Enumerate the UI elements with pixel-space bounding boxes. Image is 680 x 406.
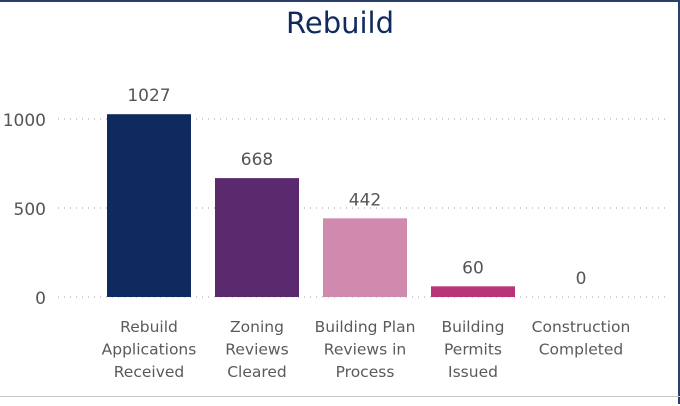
bottom-divider: [0, 396, 680, 397]
x-tick-label: Process: [336, 363, 395, 381]
bar: [107, 114, 191, 297]
bar: [431, 286, 515, 297]
x-tick-label: Rebuild: [120, 318, 178, 336]
x-tick-label: Permits: [444, 341, 502, 359]
x-tick-label: Cleared: [227, 363, 287, 381]
y-tick-label: 500: [14, 200, 46, 220]
x-tick-label: Zoning: [230, 318, 284, 336]
data-label: 60: [462, 258, 484, 278]
x-tick-label: Building Plan: [315, 318, 416, 336]
y-tick-label: 1000: [3, 111, 46, 131]
y-tick-label: 0: [35, 289, 46, 309]
data-label: 668: [241, 150, 273, 170]
data-label: 0: [576, 269, 587, 289]
data-label: 1027: [127, 86, 170, 106]
data-label: 442: [349, 190, 381, 210]
x-tick-label: Applications: [102, 341, 197, 359]
x-tick-label: Reviews: [225, 341, 288, 359]
bar: [323, 218, 407, 297]
x-tick-label: Issued: [448, 363, 498, 381]
x-tick-label: Completed: [539, 341, 624, 359]
x-tick-label: Reviews in: [324, 341, 406, 359]
chart-title: Rebuild: [286, 6, 394, 40]
x-tick-label: Construction: [532, 318, 631, 336]
x-tick-label: Received: [114, 363, 185, 381]
x-tick-label: Building: [442, 318, 505, 336]
bar: [215, 178, 299, 297]
